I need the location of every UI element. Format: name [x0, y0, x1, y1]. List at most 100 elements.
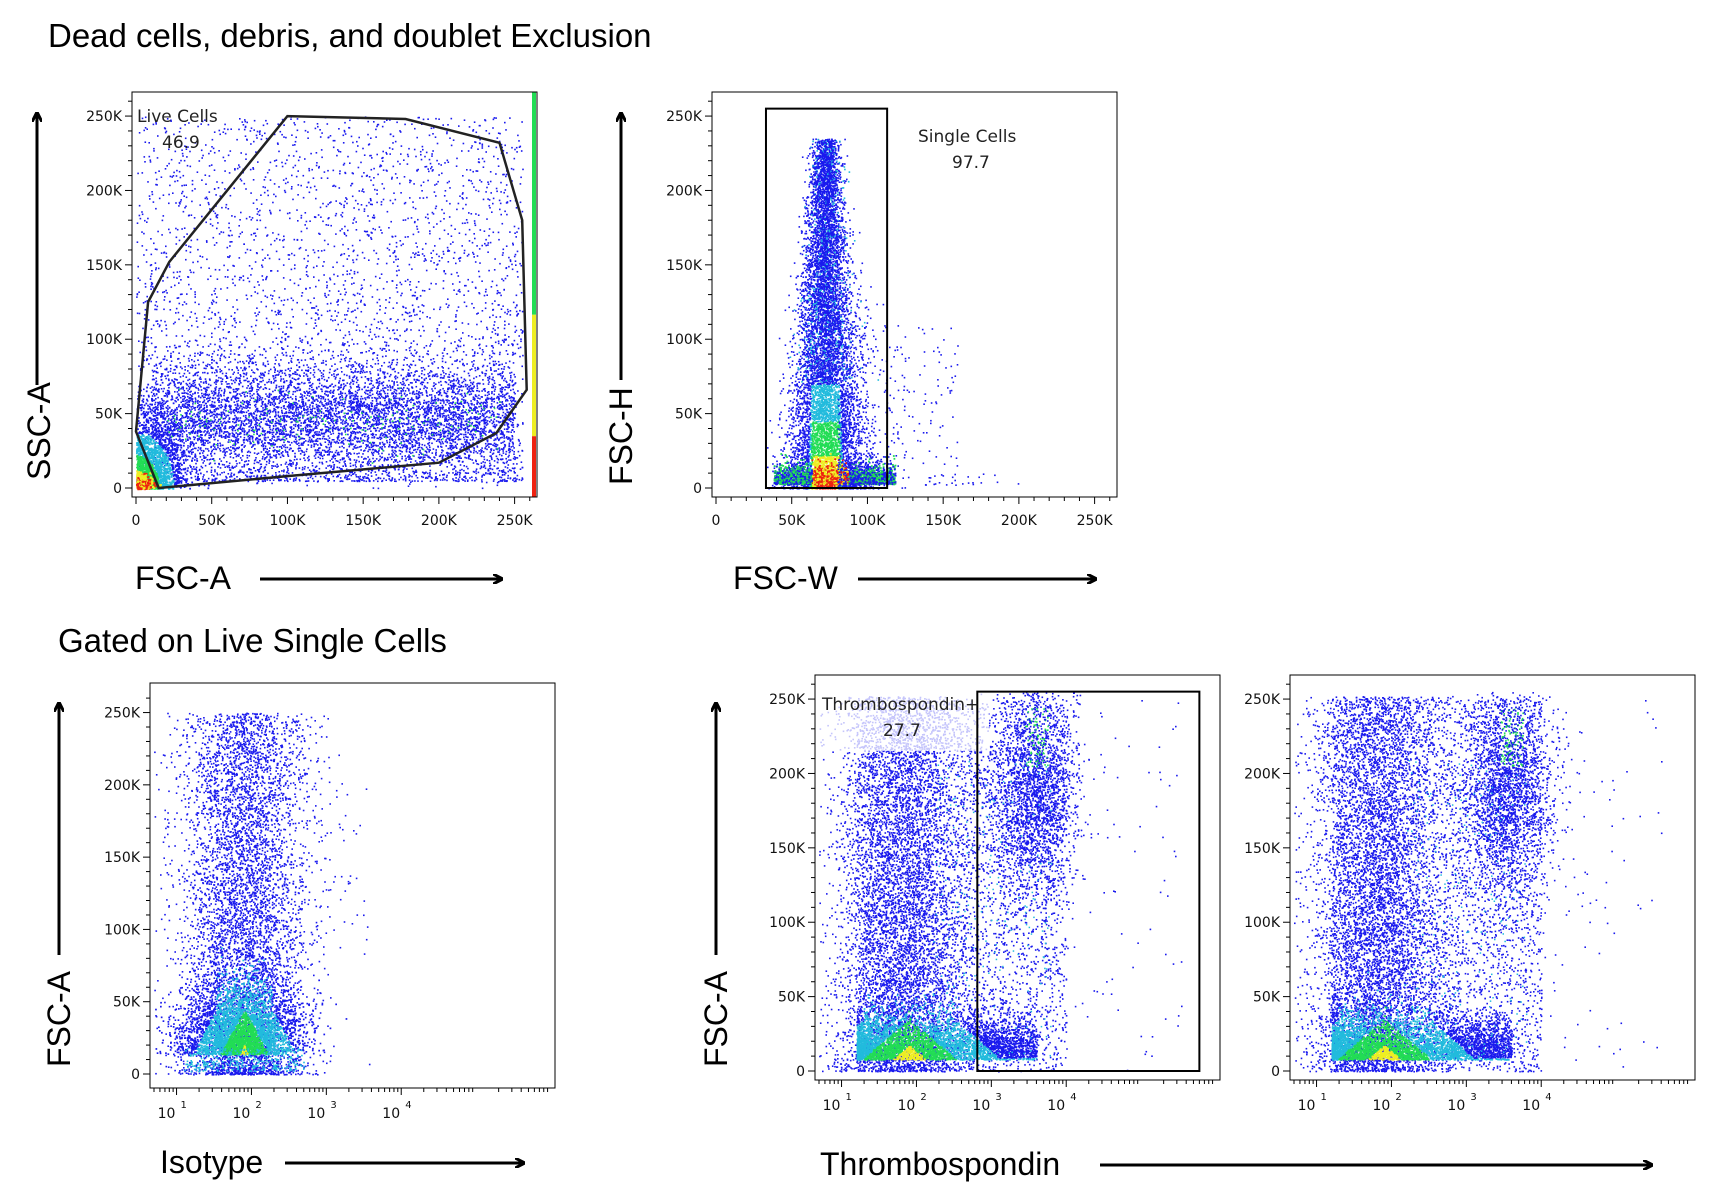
event-dot	[291, 175, 293, 177]
event-dot	[152, 194, 154, 196]
event-dot	[360, 464, 362, 466]
event-dot	[488, 446, 490, 448]
event-dot	[276, 165, 278, 167]
event-dot	[356, 229, 358, 231]
event-dot	[483, 199, 485, 201]
event-dot	[254, 312, 256, 314]
event-dot	[464, 371, 466, 373]
event-dot	[367, 215, 369, 217]
event-dot	[521, 121, 523, 123]
event-dot	[473, 433, 475, 435]
event-dot	[247, 249, 249, 251]
event-dot	[493, 328, 495, 330]
event-dot	[426, 270, 428, 272]
event-dot	[232, 279, 234, 281]
event-dot	[148, 363, 150, 365]
event-dot	[288, 407, 290, 409]
event-dot	[214, 328, 216, 330]
event-dot	[419, 197, 421, 199]
event-dot	[403, 159, 405, 161]
event-dot	[316, 162, 318, 164]
event-dot	[350, 270, 352, 272]
event-dot	[353, 282, 355, 284]
event-dot	[459, 281, 461, 283]
event-dot	[376, 253, 378, 255]
event-dot	[197, 473, 199, 475]
event-dot	[237, 362, 239, 364]
event-dot	[223, 395, 225, 397]
event-dot	[446, 475, 448, 477]
event-dot	[177, 358, 179, 360]
event-dot	[309, 170, 311, 172]
event-dot	[412, 468, 414, 470]
event-dot	[267, 190, 269, 192]
event-dot	[412, 305, 414, 307]
event-dot	[388, 366, 390, 368]
event-dot	[490, 192, 492, 194]
event-dot	[283, 304, 285, 306]
event-dot	[255, 325, 257, 327]
event-dot	[229, 241, 231, 243]
event-dot	[274, 183, 276, 185]
event-dot	[219, 134, 221, 136]
event-dot	[474, 471, 476, 473]
event-dot	[412, 354, 414, 356]
event-dot	[253, 239, 255, 241]
event-dot	[209, 191, 211, 193]
event-dot	[202, 256, 204, 258]
event-dot	[424, 369, 426, 371]
event-dot	[211, 333, 213, 335]
panel-fsc-a-vs-ssc-a: Live Cells 46.9 0 50K 100K 150K 200K 250K050K…	[21, 92, 537, 596]
event-dot	[405, 311, 407, 313]
event-dot	[299, 248, 301, 250]
event-dot	[280, 464, 282, 466]
event-dot	[297, 220, 299, 222]
event-dot	[166, 359, 168, 361]
event-dot	[324, 295, 326, 297]
event-dot	[317, 123, 319, 125]
event-dot	[463, 185, 465, 187]
event-dot	[276, 466, 278, 468]
event-dot	[181, 368, 183, 370]
event-dot	[211, 146, 213, 148]
event-dot	[147, 337, 149, 339]
event-dot	[281, 162, 283, 164]
event-dot	[406, 328, 408, 330]
event-dot	[493, 119, 495, 121]
event-dot	[501, 477, 503, 479]
event-dot	[476, 245, 478, 247]
event-dot	[472, 459, 474, 461]
event-dot	[421, 370, 423, 372]
event-dot	[340, 151, 342, 153]
event-dot	[164, 375, 166, 377]
event-dot	[353, 219, 355, 221]
event-dot	[467, 255, 469, 257]
event-dot	[324, 293, 326, 295]
event-dot	[245, 121, 247, 123]
event-dot	[385, 355, 387, 357]
event-dot	[343, 447, 345, 449]
event-dot	[292, 316, 294, 318]
event-dot	[254, 334, 256, 336]
event-dot	[503, 280, 505, 282]
event-dot	[232, 306, 234, 308]
event-dot	[450, 343, 452, 345]
event-dot	[146, 249, 148, 251]
event-dot	[512, 243, 514, 245]
event-dot	[394, 479, 396, 481]
event-dot	[152, 286, 154, 288]
event-dot	[314, 307, 316, 309]
event-dot	[522, 467, 524, 469]
event-dot	[357, 255, 359, 257]
event-dot	[521, 401, 523, 403]
event-dot	[283, 246, 285, 248]
event-dot	[396, 275, 398, 277]
event-dot	[234, 326, 236, 328]
event-dot	[290, 368, 292, 370]
event-dot	[296, 302, 298, 304]
event-dot	[224, 390, 226, 392]
event-dot	[251, 326, 253, 328]
event-dot	[380, 321, 382, 323]
event-dot	[228, 441, 230, 443]
event-dot	[363, 279, 365, 281]
